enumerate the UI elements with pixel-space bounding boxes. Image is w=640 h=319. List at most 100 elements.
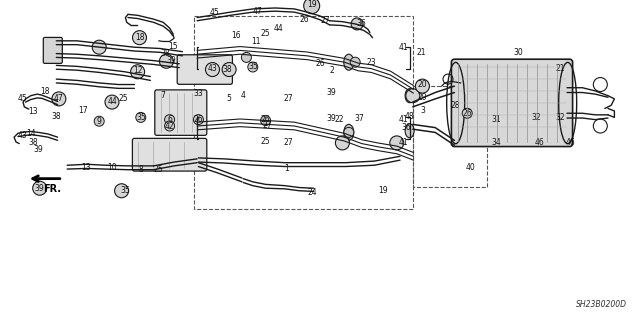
- Text: 37: 37: [355, 114, 365, 122]
- Circle shape: [33, 181, 47, 195]
- Text: 44: 44: [107, 97, 117, 106]
- Text: 38: 38: [222, 65, 232, 74]
- Text: 1: 1: [284, 164, 289, 173]
- Bar: [194, 16, 413, 209]
- Circle shape: [350, 57, 360, 67]
- Text: 35: 35: [120, 186, 130, 195]
- Ellipse shape: [405, 124, 414, 138]
- Text: 3: 3: [420, 106, 425, 115]
- Text: 39: 39: [33, 145, 44, 154]
- Text: SH23B0200D: SH23B0200D: [576, 300, 627, 309]
- Circle shape: [241, 52, 252, 63]
- Text: 34: 34: [491, 138, 501, 147]
- Circle shape: [260, 115, 271, 126]
- Text: 32: 32: [531, 113, 541, 122]
- Text: 2: 2: [329, 66, 334, 75]
- Text: 12: 12: [133, 66, 142, 75]
- Circle shape: [205, 63, 220, 77]
- Text: 36: 36: [401, 123, 412, 132]
- Text: 41: 41: [398, 115, 408, 124]
- Text: 39: 39: [326, 88, 337, 97]
- Text: 6: 6: [167, 115, 172, 124]
- Circle shape: [164, 121, 175, 131]
- Text: 18: 18: [40, 87, 49, 96]
- Text: 11: 11: [252, 37, 260, 46]
- FancyBboxPatch shape: [155, 90, 207, 135]
- Text: 19: 19: [307, 0, 317, 9]
- Text: 38: 38: [160, 49, 170, 58]
- Text: 25: 25: [260, 29, 271, 38]
- Text: 15: 15: [168, 42, 178, 51]
- Circle shape: [92, 40, 106, 54]
- Circle shape: [390, 136, 404, 150]
- Circle shape: [115, 184, 129, 198]
- Text: 25: 25: [118, 94, 128, 103]
- Text: 13: 13: [81, 163, 92, 172]
- Text: 29: 29: [417, 93, 428, 102]
- Text: 40: 40: [465, 163, 476, 172]
- Text: 38: 38: [51, 112, 61, 121]
- Text: 17: 17: [78, 106, 88, 115]
- Text: 26: 26: [260, 115, 271, 124]
- Text: 45: 45: [209, 8, 220, 17]
- Text: 27: 27: [283, 94, 293, 103]
- Text: 39: 39: [166, 56, 177, 65]
- Text: 39: 39: [326, 114, 337, 122]
- Circle shape: [159, 54, 173, 68]
- Text: 31: 31: [491, 115, 501, 124]
- Text: 10: 10: [107, 163, 117, 172]
- Text: 41: 41: [398, 43, 408, 52]
- Text: 21: 21: [556, 64, 564, 73]
- FancyBboxPatch shape: [177, 55, 232, 84]
- Text: 7: 7: [161, 91, 166, 100]
- Text: 48: 48: [404, 112, 415, 121]
- Text: 20: 20: [417, 80, 428, 89]
- Text: 47: 47: [54, 94, 64, 103]
- Text: 45: 45: [17, 94, 28, 103]
- Circle shape: [248, 62, 258, 72]
- Circle shape: [344, 127, 354, 137]
- Text: 26: 26: [193, 115, 204, 124]
- Text: 9: 9: [97, 117, 102, 126]
- Text: 8: 8: [138, 165, 143, 174]
- Circle shape: [52, 92, 66, 106]
- Circle shape: [304, 0, 320, 14]
- Text: FR.: FR.: [43, 184, 61, 194]
- Circle shape: [105, 95, 119, 109]
- Text: 27: 27: [262, 121, 273, 130]
- Text: 19: 19: [378, 186, 388, 195]
- Text: 33: 33: [193, 89, 204, 98]
- Text: 27: 27: [320, 16, 330, 25]
- Circle shape: [136, 112, 146, 122]
- Text: 46: 46: [566, 138, 576, 147]
- Text: 4: 4: [241, 91, 246, 100]
- Text: 16: 16: [230, 31, 241, 40]
- Circle shape: [335, 136, 349, 150]
- Circle shape: [406, 89, 420, 103]
- Text: 27: 27: [283, 138, 293, 147]
- Circle shape: [131, 65, 145, 79]
- Text: 39: 39: [35, 184, 45, 193]
- Bar: [413, 86, 487, 187]
- FancyBboxPatch shape: [132, 138, 207, 171]
- Circle shape: [351, 18, 363, 30]
- Text: 22: 22: [335, 115, 344, 124]
- Circle shape: [132, 31, 147, 45]
- Text: 46: 46: [534, 138, 545, 147]
- Text: 36: 36: [356, 19, 367, 28]
- Circle shape: [222, 63, 236, 77]
- Text: 13: 13: [28, 107, 38, 115]
- Text: 42: 42: [164, 122, 175, 130]
- Text: 24: 24: [307, 188, 317, 197]
- Text: 43: 43: [207, 64, 218, 73]
- Text: 5: 5: [227, 94, 232, 103]
- Text: 47: 47: [252, 7, 262, 16]
- Text: 35: 35: [248, 63, 258, 71]
- Circle shape: [164, 115, 175, 125]
- FancyBboxPatch shape: [451, 59, 573, 146]
- Text: 26: 26: [315, 59, 325, 68]
- Text: 44: 44: [273, 24, 284, 33]
- Circle shape: [462, 108, 472, 118]
- Text: 26: 26: [462, 109, 472, 118]
- Ellipse shape: [405, 89, 414, 103]
